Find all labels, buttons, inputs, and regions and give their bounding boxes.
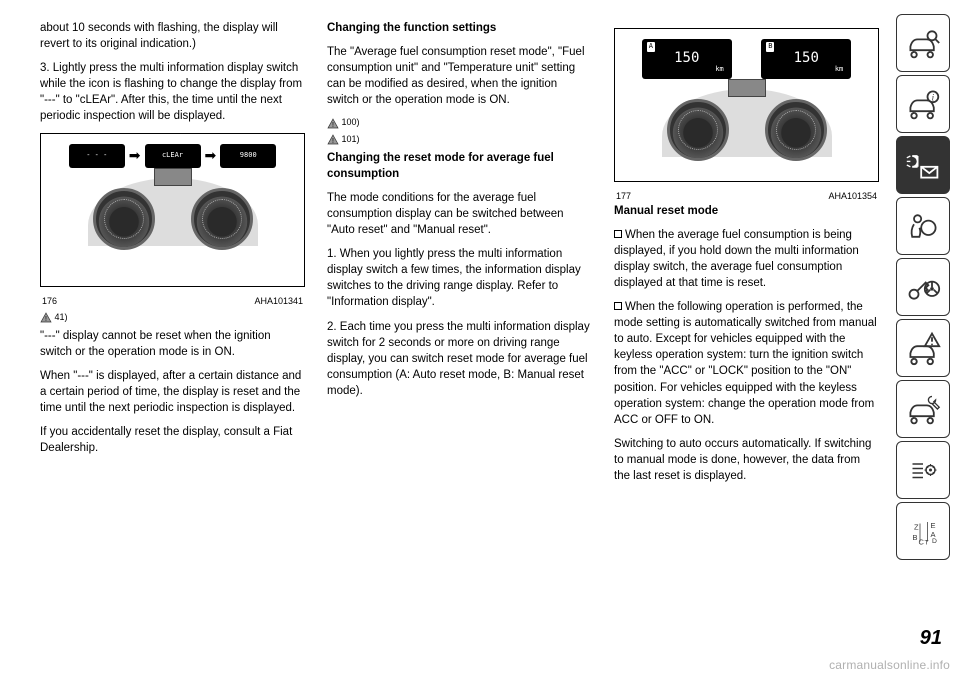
svg-text:!: ! — [332, 138, 334, 145]
column-1: about 10 seconds with flashing, the disp… — [40, 20, 305, 620]
column-2: Changing the function settings The "Aver… — [327, 20, 592, 620]
svg-text:Z: Z — [914, 523, 919, 532]
figure-177: A 150 km B 150 km — [614, 28, 879, 182]
letters-icon: ZEBACTD — [908, 516, 938, 546]
body-text: The mode conditions for the average fuel… — [327, 190, 592, 238]
body-text: Switching to auto occurs automatically. … — [614, 436, 879, 484]
svg-text:T: T — [925, 540, 929, 547]
car-wrench-icon — [905, 391, 941, 427]
body-text: about 10 seconds with flashing, the disp… — [40, 20, 305, 52]
instrument-cluster — [662, 89, 832, 157]
heading: Changing the reset mode for average fuel… — [327, 150, 592, 182]
svg-text:E: E — [931, 521, 936, 530]
lcd-display-b: B 150 km — [761, 39, 851, 79]
svg-text:C: C — [919, 538, 925, 547]
tab-list-gear[interactable] — [896, 441, 950, 499]
heading: Changing the function settings — [327, 20, 592, 36]
footnote-ref: 101) — [342, 134, 360, 144]
tab-key-wheel[interactable] — [896, 258, 950, 316]
car-warning-icon — [905, 330, 941, 366]
body-text: When "---" is displayed, after a certain… — [40, 368, 305, 416]
car-search-icon — [905, 25, 941, 61]
tab-index-letters[interactable]: ZEBACTD — [896, 502, 950, 560]
tab-car-info[interactable]: i — [896, 75, 950, 133]
lcd-display: 9800 — [220, 144, 276, 168]
instrument-cluster — [88, 178, 258, 246]
lcd-display: cLEAr — [145, 144, 201, 168]
warning-triangle-icon: ! — [40, 312, 52, 323]
bullet-square-icon — [614, 230, 622, 238]
figure-176: - - - ➡ cLEAr ➡ 9800 — [40, 133, 305, 287]
figure-code: AHA101354 — [828, 190, 877, 203]
footnote-ref: 41) — [55, 312, 68, 322]
airbag-icon — [905, 208, 941, 244]
body-text: "---" display cannot be reset when the i… — [40, 328, 305, 360]
svg-text:i: i — [932, 92, 935, 102]
body-text: 2. Each time you press the multi informa… — [327, 319, 592, 399]
heading: Manual reset mode — [614, 203, 879, 219]
warning-triangle-icon: ! — [327, 118, 339, 129]
tab-car-warn[interactable] — [896, 319, 950, 377]
lcd-display: - - - — [69, 144, 125, 168]
svg-text:!: ! — [45, 316, 47, 323]
car-info-icon: i — [905, 86, 941, 122]
tab-light-mail[interactable] — [896, 136, 950, 194]
figure-number: 177 — [616, 190, 631, 203]
list-gear-icon — [908, 455, 938, 485]
arrow-right-icon: ➡ — [205, 146, 217, 166]
section-tabs: i ZEBACTD — [896, 14, 950, 560]
svg-text:!: ! — [332, 122, 334, 129]
body-text: 1. When you lightly press the multi info… — [327, 246, 592, 310]
figure-number: 176 — [42, 295, 57, 308]
body-text: If you accidentally reset the display, c… — [40, 424, 305, 456]
lcd-display-a: A 150 km — [642, 39, 732, 79]
light-mail-icon — [905, 147, 941, 183]
svg-text:B: B — [913, 533, 918, 542]
watermark: carmanualsonline.info — [829, 658, 950, 672]
arrow-right-icon: ➡ — [129, 146, 141, 166]
warning-triangle-icon: ! — [327, 134, 339, 145]
tab-car-wrench[interactable] — [896, 380, 950, 438]
svg-text:D: D — [932, 538, 937, 545]
bullet-square-icon — [614, 302, 622, 310]
page-number: 91 — [920, 627, 942, 650]
figure-code: AHA101341 — [254, 295, 303, 308]
key-wheel-icon — [905, 269, 941, 305]
tab-airbag[interactable] — [896, 197, 950, 255]
body-text: When the average fuel consumption is bei… — [614, 227, 879, 291]
tab-car-search[interactable] — [896, 14, 950, 72]
body-text: The "Average fuel consumption reset mode… — [327, 44, 592, 108]
column-3: A 150 km B 150 km — [614, 20, 879, 620]
body-text: When the following operation is performe… — [614, 299, 879, 428]
body-text: 3. Lightly press the multi information d… — [40, 60, 305, 124]
footnote-ref: 100) — [342, 117, 360, 127]
